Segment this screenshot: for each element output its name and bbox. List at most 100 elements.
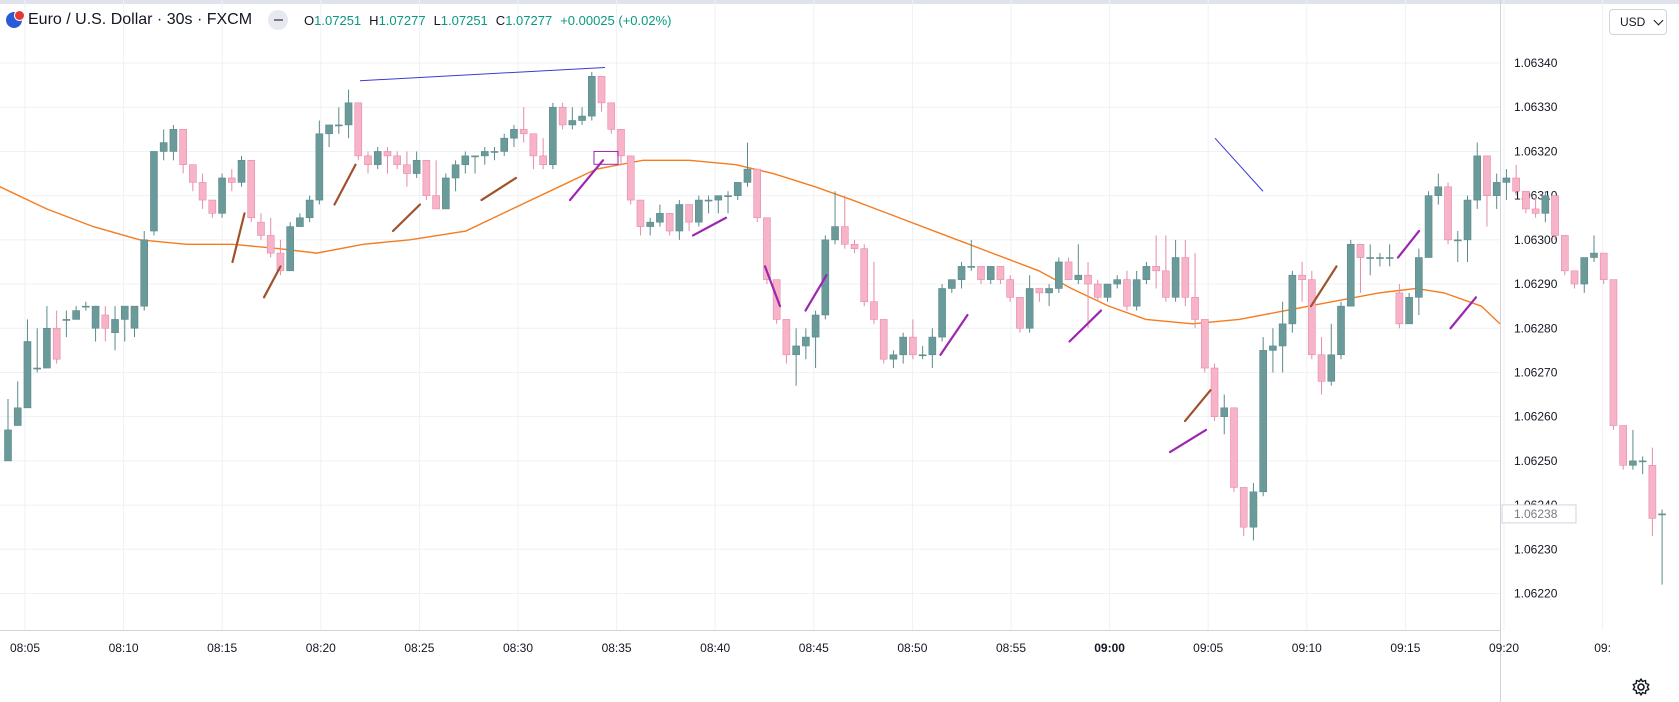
x-tick-label: 08:50 xyxy=(897,641,927,655)
candle xyxy=(237,155,246,187)
candle-body xyxy=(675,204,684,232)
candle xyxy=(33,328,41,373)
brown-stroke-annotation[interactable] xyxy=(480,176,518,202)
candle xyxy=(461,151,470,174)
candle xyxy=(850,239,859,254)
candle-body xyxy=(831,226,839,241)
candle xyxy=(1230,407,1238,492)
candle-body xyxy=(461,155,470,166)
y-tick-label: 1.06230 xyxy=(1514,542,1558,556)
candle xyxy=(986,266,995,285)
candle xyxy=(1648,447,1657,537)
candle xyxy=(257,213,265,240)
candle-body xyxy=(1162,270,1170,298)
y-tick-label: 1.06340 xyxy=(1514,56,1558,70)
settings-gear-icon[interactable] xyxy=(1631,677,1651,697)
candle-body xyxy=(432,195,440,210)
candle xyxy=(471,155,479,174)
candle-body xyxy=(714,195,723,201)
candle-body xyxy=(1074,274,1083,280)
purple-stroke-annotation[interactable] xyxy=(763,265,782,308)
candle xyxy=(1220,394,1229,435)
low-value: 1.07251 xyxy=(440,12,488,28)
candle-body xyxy=(1502,177,1511,183)
candle-body xyxy=(1629,460,1637,466)
candle-body xyxy=(82,305,90,308)
y-tick-label: 1.06290 xyxy=(1514,277,1558,291)
candle xyxy=(909,319,917,360)
candle xyxy=(1064,257,1073,280)
candle xyxy=(266,217,275,258)
candle-body xyxy=(442,177,450,210)
candle-body xyxy=(607,102,616,130)
candle xyxy=(1239,487,1248,537)
trend-line[interactable] xyxy=(1214,137,1264,192)
candle-body xyxy=(373,151,382,166)
candle xyxy=(335,107,343,134)
candle-body xyxy=(656,213,664,223)
candle-body xyxy=(549,106,557,166)
purple-stroke-annotation[interactable] xyxy=(1168,428,1208,454)
brown-stroke-annotation[interactable] xyxy=(391,203,422,233)
candle-body xyxy=(1035,288,1044,294)
brown-stroke-annotation[interactable] xyxy=(231,212,246,264)
candle-body xyxy=(1492,182,1501,196)
black-stroke-annotation[interactable] xyxy=(714,138,749,160)
candle-body xyxy=(1055,261,1063,289)
candle-body xyxy=(1483,155,1491,196)
x-tick-label: 08:15 xyxy=(207,641,237,655)
candle-body xyxy=(1453,239,1462,242)
close-label: C xyxy=(495,12,506,28)
symbol-title[interactable]: Euro / U.S. Dollar · 30s · FXCM xyxy=(28,11,253,28)
candle xyxy=(1385,244,1394,267)
trend-line[interactable] xyxy=(359,66,606,82)
brown-stroke-annotation[interactable] xyxy=(1309,265,1338,308)
candle xyxy=(996,266,1005,285)
candle xyxy=(403,151,411,187)
candle-body xyxy=(237,159,246,183)
candle xyxy=(1619,425,1627,470)
candle xyxy=(276,239,285,276)
purple-stroke-annotation[interactable] xyxy=(1068,309,1103,343)
brown-stroke-annotation[interactable] xyxy=(1183,389,1212,423)
candle xyxy=(879,319,888,364)
purple-stroke-annotation[interactable] xyxy=(1396,229,1421,259)
purple-stroke-annotation[interactable] xyxy=(1449,296,1478,330)
candle-body xyxy=(120,305,129,320)
candle-body xyxy=(587,76,596,117)
candle xyxy=(607,102,616,134)
candle xyxy=(918,345,927,360)
purple-stroke-annotation[interactable] xyxy=(804,274,828,312)
candle xyxy=(179,129,187,174)
ohlc-values: O1.07251 H1.07277 L1.07251 C1.07277 +0.0… xyxy=(304,13,671,28)
box-annotation[interactable] xyxy=(593,150,619,165)
candle-body xyxy=(422,159,431,196)
candle-body xyxy=(1395,292,1404,325)
candle-body xyxy=(227,177,236,183)
candle xyxy=(296,213,304,227)
candle-body xyxy=(189,164,197,183)
collapse-button[interactable] xyxy=(268,10,289,30)
x-tick-label: 08:10 xyxy=(109,641,139,655)
purple-stroke-annotation[interactable] xyxy=(568,159,605,202)
brown-stroke-annotation[interactable] xyxy=(262,265,282,299)
brown-stroke-annotation[interactable] xyxy=(333,163,357,206)
candle-body xyxy=(1181,257,1190,298)
candle-body xyxy=(1123,279,1131,307)
candle-body xyxy=(519,129,528,135)
candle xyxy=(695,195,703,227)
candle-body xyxy=(1473,155,1482,201)
candle-body xyxy=(909,336,917,356)
candle-body xyxy=(354,102,363,157)
candle-body xyxy=(840,226,849,245)
candle xyxy=(91,305,100,342)
x-tick-label: 09:15 xyxy=(1390,641,1420,655)
currency-button[interactable]: USD xyxy=(1609,9,1667,35)
purple-stroke-annotation[interactable] xyxy=(691,216,728,237)
purple-stroke-annotation[interactable] xyxy=(939,313,969,356)
candle-body xyxy=(636,199,645,227)
candle-body xyxy=(743,168,752,183)
candle xyxy=(1492,173,1501,209)
candle-body xyxy=(276,252,285,272)
